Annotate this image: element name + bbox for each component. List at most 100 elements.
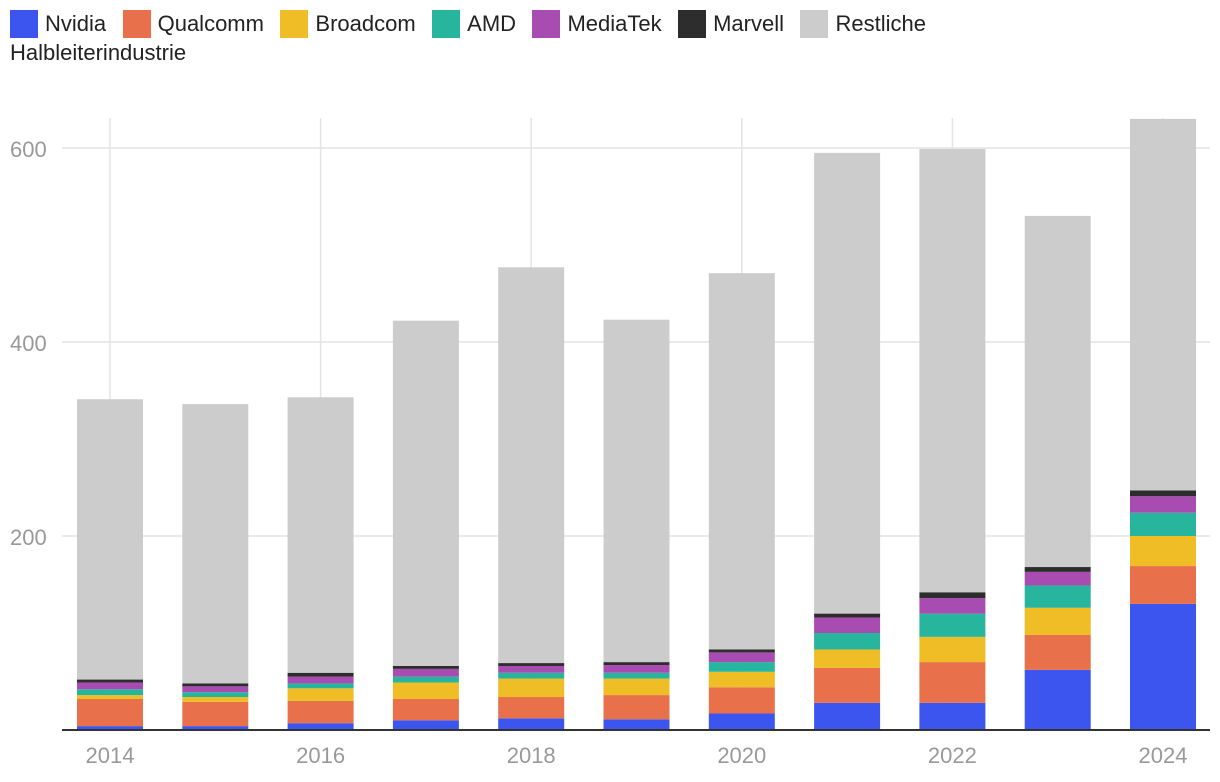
legend: Nvidia Qualcomm Broadcom AMD MediaTek Ma…: [10, 6, 1210, 66]
bar-segment-marvell-2016: [287, 672, 354, 677]
bar-segment-broadcom-2016: [287, 688, 354, 701]
bar-segment-qualcomm-2020: [708, 687, 775, 714]
bar-segment-marvell-2020: [708, 649, 775, 653]
x-tick-label-2022: 2022: [928, 743, 977, 768]
bar-segment-amd-2020: [708, 662, 775, 672]
bar-stack-2015: [182, 404, 249, 730]
bar-segment-nvidia-2023: [1024, 669, 1091, 730]
bar-stack-2022: [919, 148, 986, 730]
legend-item-nvidia[interactable]: Nvidia: [10, 6, 106, 42]
bar-stack-2020: [708, 273, 775, 730]
bar-stack-2024: [1130, 118, 1196, 730]
bar-segment-mediatek-2015: [182, 686, 249, 693]
legend-item-qualcomm[interactable]: Qualcomm: [122, 6, 264, 42]
bar-segment-mediatek-2021: [814, 617, 881, 633]
bar-segment-nvidia-2018: [498, 718, 565, 730]
bar-segment-marvell-2014: [77, 679, 143, 683]
y-tick-labels: 200 400 600: [10, 137, 47, 550]
bar-segment-mediatek-2024: [1130, 496, 1196, 513]
legend-swatch-qualcomm: [122, 10, 151, 38]
bar-segment-restliche-2018: [498, 267, 565, 664]
bar-segment-restliche-2019: [603, 319, 670, 663]
bar-segment-amd-2019: [603, 672, 670, 679]
bar-segment-restliche-2015: [182, 404, 249, 684]
bar-segment-qualcomm-2016: [287, 700, 354, 724]
legend-label-broadcom: Broadcom: [315, 11, 416, 36]
bar-segment-mediatek-2014: [77, 682, 143, 690]
x-tick-label-2020: 2020: [717, 743, 766, 768]
bar-segment-marvell-2018: [498, 663, 565, 666]
bar-stack-2019: [603, 319, 670, 730]
bar-segment-broadcom-2015: [182, 697, 249, 702]
bar-segment-amd-2023: [1024, 585, 1091, 608]
bar-segment-broadcom-2022: [919, 636, 986, 663]
legend-label-restliche: Restliche: [835, 11, 926, 36]
bar-segment-restliche-2020: [708, 273, 775, 650]
bar-segment-marvell-2024: [1130, 490, 1196, 497]
bar-segment-qualcomm-2022: [919, 662, 986, 703]
bar-segment-qualcomm-2014: [77, 698, 143, 727]
bar-segment-amd-2024: [1130, 512, 1196, 536]
bar-segment-qualcomm-2023: [1024, 634, 1091, 670]
bar-segment-qualcomm-2018: [498, 697, 565, 719]
bar-segment-amd-2017: [392, 676, 459, 683]
bar-segment-qualcomm-2017: [392, 698, 459, 721]
bar-segment-qualcomm-2024: [1130, 566, 1196, 604]
bar-segment-mediatek-2020: [708, 652, 775, 663]
bar-segment-restliche-2022: [919, 148, 986, 593]
bar-stack-2018: [498, 267, 565, 730]
legend-item-restliche[interactable]: Restliche: [800, 6, 926, 42]
bar-segment-mediatek-2023: [1024, 571, 1091, 586]
bar-segment-nvidia-2014: [77, 726, 143, 730]
bar-segment-nvidia-2016: [287, 723, 354, 730]
legend-swatch-nvidia: [10, 10, 38, 38]
x-tick-label-2018: 2018: [507, 743, 556, 768]
bar-segment-broadcom-2021: [814, 649, 881, 668]
bar-segment-broadcom-2024: [1130, 536, 1196, 567]
legend-swatch-marvell: [678, 10, 707, 38]
legend-item-broadcom[interactable]: Broadcom: [280, 6, 416, 42]
legend-item-amd[interactable]: AMD: [432, 6, 516, 42]
bar-segment-restliche-2021: [814, 152, 881, 614]
bar-stack-2021: [814, 152, 881, 730]
bar-stack-2023: [1024, 215, 1091, 730]
bar-segment-nvidia-2020: [708, 713, 775, 730]
bar-stack-2016: [287, 397, 354, 730]
bar-segment-marvell-2021: [814, 613, 881, 618]
y-tick-label: 600: [10, 137, 47, 162]
bar-stack-2017: [392, 320, 459, 730]
legend-label-mediatek: MediaTek: [567, 11, 662, 36]
legend-label-amd: AMD: [467, 11, 517, 36]
legend-label-nvidia: Nvidia: [45, 11, 107, 36]
legend-label-marvell: Marvell: [713, 11, 784, 36]
bar-segment-broadcom-2017: [392, 682, 459, 699]
bars: [77, 118, 1196, 730]
bar-segment-amd-2022: [919, 613, 986, 637]
bar-segment-amd-2016: [287, 683, 354, 689]
bar-segment-nvidia-2017: [392, 720, 459, 730]
bar-segment-broadcom-2014: [77, 695, 143, 699]
bar-segment-restliche-2014: [77, 399, 143, 680]
bar-segment-broadcom-2020: [708, 671, 775, 688]
bar-segment-broadcom-2023: [1024, 607, 1091, 635]
x-tick-label-2024: 2024: [1139, 743, 1188, 768]
legend-swatch-restliche: [800, 10, 829, 38]
legend-item-mediatek[interactable]: MediaTek: [532, 6, 662, 42]
bar-segment-amd-2014: [77, 689, 143, 696]
bar-segment-amd-2021: [814, 633, 881, 650]
legend-label-qualcomm: Qualcomm: [157, 11, 264, 36]
bar-segment-broadcom-2019: [603, 678, 670, 696]
bar-segment-mediatek-2022: [919, 598, 986, 614]
bar-segment-mediatek-2016: [287, 676, 354, 684]
bar-segment-mediatek-2018: [498, 665, 565, 673]
bar-segment-restliche-2016: [287, 397, 354, 673]
bar-segment-qualcomm-2021: [814, 667, 881, 703]
x-tick-label-2016: 2016: [296, 743, 345, 768]
bar-segment-amd-2015: [182, 692, 249, 698]
bar-segment-marvell-2017: [392, 665, 459, 669]
y-tick-label: 400: [10, 331, 47, 356]
bar-segment-nvidia-2022: [919, 702, 986, 730]
legend-swatch-broadcom: [280, 10, 309, 38]
legend-item-marvell[interactable]: Marvell: [678, 6, 784, 42]
